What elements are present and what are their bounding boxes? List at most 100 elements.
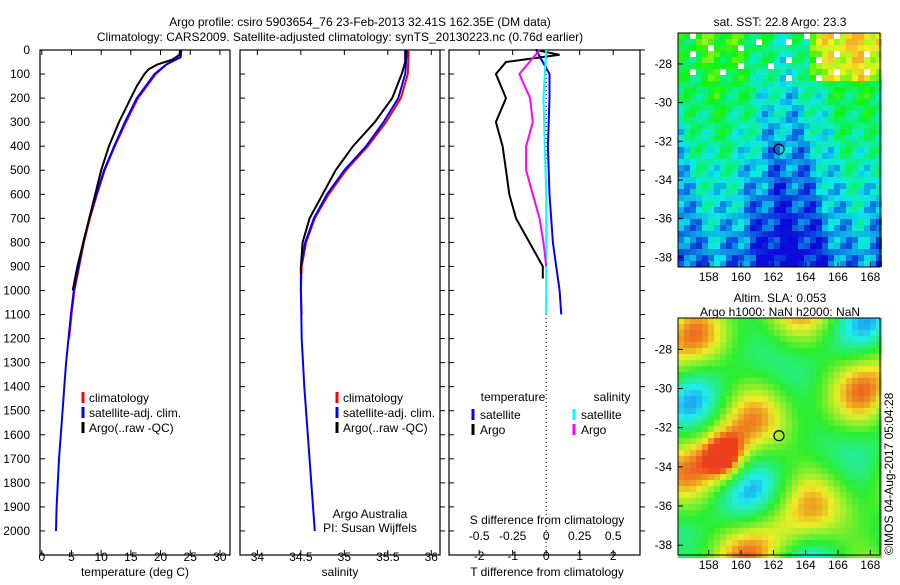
map-cell [786,528,792,534]
map-cell [774,492,780,498]
map-cell [876,213,882,219]
map-cell [732,171,738,177]
map-cell [696,147,702,153]
map-cell [690,354,696,360]
map-cell [714,336,720,342]
map-cell [720,366,726,372]
map-cell [798,540,804,546]
map-cell [810,474,816,480]
map-cell [738,360,744,366]
map-cell [834,171,840,177]
map-cell [690,255,696,261]
map-cell [732,366,738,372]
map-cell [786,177,792,183]
map-cell [768,123,774,129]
map-cell [768,450,774,456]
map-cell [798,159,804,165]
map-cell [798,177,804,183]
map-cell [702,330,708,336]
map-cell [834,45,840,51]
map-cell [732,147,738,153]
map-cell [828,450,834,456]
map-cell [756,159,762,165]
map-cell [858,390,864,396]
map-cell [696,237,702,243]
map-cell [762,153,768,159]
map-cell [696,336,702,342]
map-cell [762,450,768,456]
map-cell [792,153,798,159]
map-cell [732,261,738,267]
map-cell [780,336,786,342]
map-cell [726,486,732,492]
map-cell [684,237,690,243]
map-cell [780,540,786,546]
map-cell [690,516,696,522]
map-cell [732,498,738,504]
map-cell [798,51,804,57]
map-cell [870,372,876,378]
map-cell [870,237,876,243]
map-cell [768,528,774,534]
map-cell [834,189,840,195]
map-cell [768,147,774,153]
map-cell [870,243,876,249]
map-cell [876,231,882,237]
map-cell [726,105,732,111]
map-cell [792,384,798,390]
map-cell [744,486,750,492]
map-cell [816,342,822,348]
map-cell [804,93,810,99]
map-cell [870,360,876,366]
map-cell [852,504,858,510]
map-cell [702,468,708,474]
map-cell [804,534,810,540]
map-cell [708,438,714,444]
argo-location-marker [773,143,785,155]
map-cell [678,336,684,342]
map-cell [786,510,792,516]
map-cell [822,117,828,123]
map-cell [846,201,852,207]
map-cell [792,444,798,450]
map-cell [756,366,762,372]
map-cell [786,396,792,402]
map-cell [834,159,840,165]
map-cell [852,183,858,189]
map-cell [810,528,816,534]
map-cell [780,165,786,171]
map-cell [702,528,708,534]
map-cell [792,354,798,360]
map-cell [858,99,864,105]
map-cell [852,87,858,93]
map-cell [876,87,882,93]
map-cell [852,516,858,522]
map-cell [684,402,690,408]
map-cell [738,237,744,243]
map-cell [720,474,726,480]
map-cell [846,450,852,456]
map-cell [774,540,780,546]
map-cell [780,528,786,534]
map-cell [696,378,702,384]
map-cell [750,183,756,189]
map-cell [804,420,810,426]
map-cell [714,480,720,486]
map-cell [834,255,840,261]
map-cell [840,243,846,249]
map-cell [708,213,714,219]
map-cell [852,366,858,372]
map-cell [726,147,732,153]
map-cell [834,213,840,219]
map-cell [750,480,756,486]
map-cell [834,438,840,444]
map-cell [810,372,816,378]
map-cell [852,261,858,267]
map-cell [678,528,684,534]
map-cell [732,189,738,195]
map-cell [678,378,684,384]
map-cell [708,177,714,183]
map-cell [678,81,684,87]
map-cell [756,219,762,225]
map-cell [714,426,720,432]
